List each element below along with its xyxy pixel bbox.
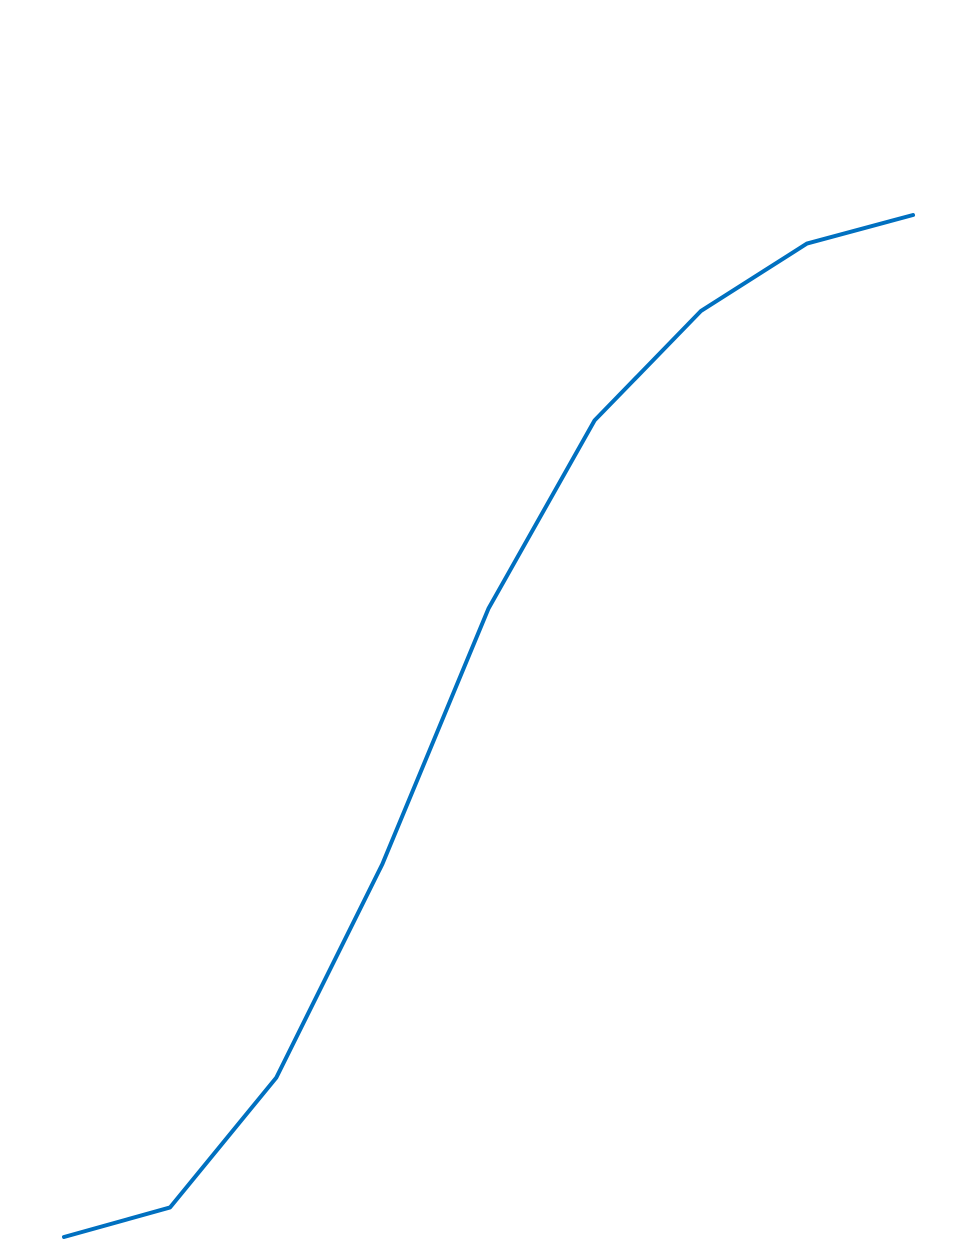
data-line	[62, 213, 915, 1239]
